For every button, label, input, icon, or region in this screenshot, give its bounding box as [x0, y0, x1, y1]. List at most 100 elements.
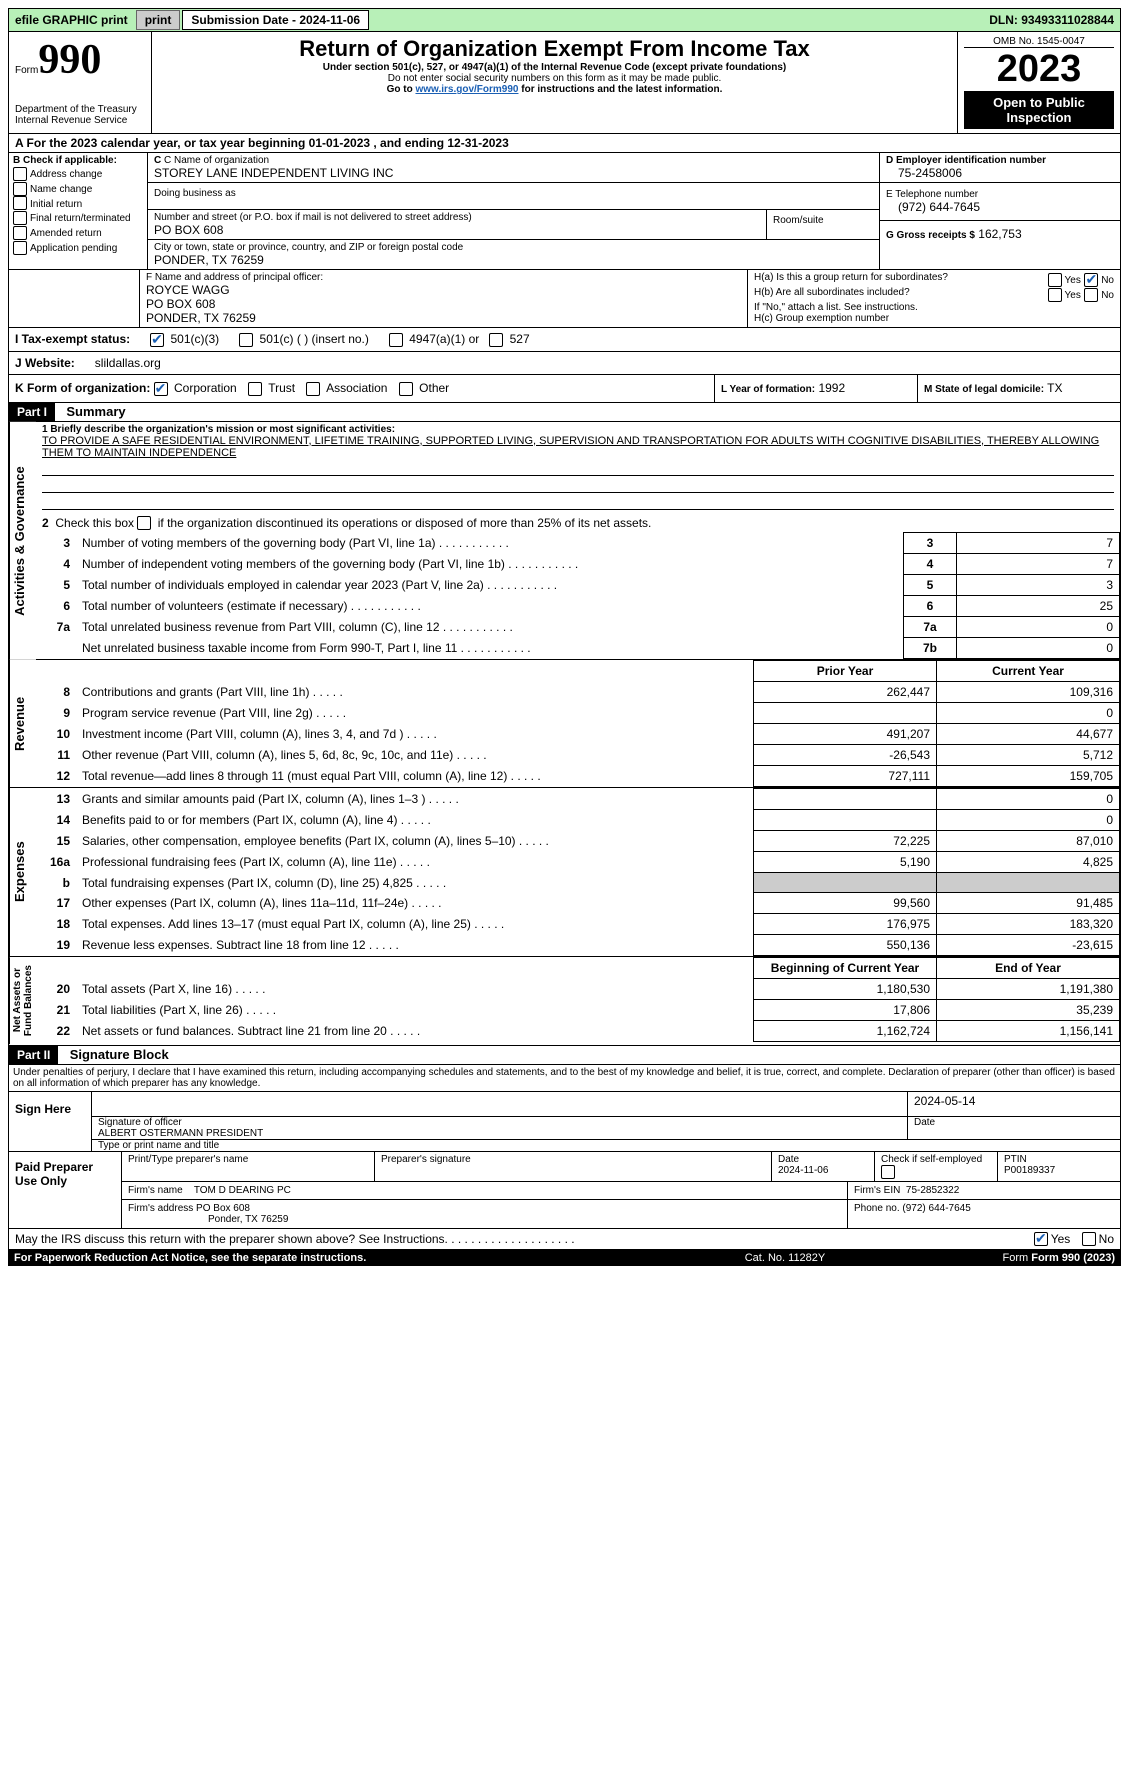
firm-phone: (972) 644-7645 [902, 1203, 970, 1214]
gross: 162,753 [978, 227, 1021, 241]
paperwork: For Paperwork Reduction Act Notice, see … [14, 1252, 635, 1264]
cb-assoc[interactable] [306, 382, 320, 396]
efile-label: efile GRAPHIC print [9, 13, 134, 27]
q1-label: 1 Briefly describe the organization's mi… [42, 424, 1114, 435]
table-row: 16aProfessional fundraising fees (Part I… [36, 852, 1120, 873]
city: PONDER, TX 76259 [154, 253, 873, 267]
cb-501c[interactable] [239, 333, 253, 347]
irs-link[interactable]: www.irs.gov/Form990 [415, 84, 518, 95]
street-label: Number and street (or P.O. box if mail i… [154, 212, 760, 223]
phone: (972) 644-7645 [886, 200, 1114, 214]
cb-address[interactable] [13, 167, 27, 181]
netassets-table: Beginning of Current YearEnd of Year20To… [36, 957, 1120, 1042]
spacer-left [9, 270, 140, 327]
revenue-table: Prior YearCurrent Year8Contributions and… [36, 660, 1120, 787]
table-row: 21Total liabilities (Part X, line 26) . … [36, 1000, 1120, 1021]
cb-corp[interactable] [154, 382, 168, 396]
sign-date: 2024-05-14 [907, 1092, 1120, 1116]
cb-discontinued[interactable] [137, 516, 151, 530]
q2: 2 Check this box if the organization dis… [36, 514, 1120, 533]
table-row: 22Net assets or fund balances. Subtract … [36, 1021, 1120, 1042]
website: slildallas.org [95, 356, 161, 370]
table-row: 7aTotal unrelated business revenue from … [36, 617, 1120, 638]
hb: H(b) Are all subordinates included? [754, 287, 1004, 302]
line-m: M State of legal domicile: TX [917, 375, 1120, 402]
table-row: 8Contributions and grants (Part VIII, li… [36, 682, 1120, 703]
sig-label: Signature of officer [98, 1117, 182, 1128]
subtitle1: Under section 501(c), 527, or 4947(a)(1)… [158, 62, 951, 73]
line-j: J Website: slildallas.org [8, 352, 1121, 375]
table-row: 5Total number of individuals employed in… [36, 575, 1120, 596]
expenses-table: 13Grants and similar amounts paid (Part … [36, 788, 1120, 956]
table-row: 17Other expenses (Part IX, column (A), l… [36, 893, 1120, 914]
part-ii-bar: Part II [9, 1046, 58, 1064]
ha-yes[interactable] [1048, 273, 1062, 287]
firm-name: TOM D DEARING PC [194, 1185, 291, 1196]
table-row: 10Investment income (Part VIII, column (… [36, 724, 1120, 745]
street: PO BOX 608 [154, 223, 760, 237]
org-name: STOREY LANE INDEPENDENT LIVING INC [154, 166, 873, 180]
firm-addr: PO Box 608 [196, 1203, 250, 1214]
cb-selfemp[interactable] [881, 1165, 895, 1179]
submission-date: Submission Date - 2024-11-06 [182, 10, 369, 30]
cb-pending[interactable] [13, 241, 27, 255]
box-f: F Name and address of principal officer:… [140, 270, 747, 327]
prep-name-label: Print/Type preparer's name [122, 1152, 375, 1181]
discuss-no[interactable] [1082, 1232, 1096, 1246]
line-k: K Form of organization: Corporation Trus… [9, 375, 714, 402]
cb-final[interactable] [13, 211, 27, 225]
table-row: 13Grants and similar amounts paid (Part … [36, 789, 1120, 810]
open-inspection: Open to Public Inspection [964, 91, 1114, 129]
firm-addr2: Ponder, TX 76259 [208, 1214, 288, 1225]
table-row: 14Benefits paid to or for members (Part … [36, 810, 1120, 831]
table-row: 12Total revenue—add lines 8 through 11 (… [36, 766, 1120, 787]
ein: 75-2458006 [886, 166, 1114, 180]
year: 2023 [964, 48, 1114, 91]
discuss: May the IRS discuss this return with the… [15, 1232, 954, 1247]
cb-trust[interactable] [248, 382, 262, 396]
hb-yes[interactable] [1048, 288, 1062, 302]
ag-table: 3Number of voting members of the governi… [36, 532, 1120, 659]
ha-no[interactable] [1084, 273, 1098, 287]
cb-501c3[interactable] [150, 333, 164, 347]
title-box: Return of Organization Exempt From Incom… [152, 32, 957, 133]
box-b-label: B Check if applicable: [13, 155, 143, 166]
part-ii-title: Signature Block [62, 1045, 177, 1064]
year-box: OMB No. 1545-0047 2023 Open to Public In… [957, 32, 1120, 133]
cb-initial[interactable] [13, 196, 27, 210]
sign-here: Sign Here [9, 1092, 92, 1151]
name-label: C C Name of organization [154, 155, 873, 166]
cb-amended[interactable] [13, 226, 27, 240]
dept: Department of the Treasury Internal Reve… [15, 104, 145, 126]
hb-no[interactable] [1084, 288, 1098, 302]
subtitle3: Go to www.irs.gov/Form990 for instructio… [158, 84, 951, 95]
cb-527[interactable] [489, 333, 503, 347]
table-row: Net unrelated business taxable income fr… [36, 638, 1120, 659]
dln: DLN: 93493311028844 [983, 13, 1120, 27]
cb-4947[interactable] [389, 333, 403, 347]
hb-note: If "No," attach a list. See instructions… [754, 302, 1114, 313]
form-label: Form [15, 65, 38, 76]
form-number: 990 [38, 37, 101, 83]
line-l: L Year of formation: 1992 [714, 375, 917, 402]
discuss-yes[interactable] [1034, 1232, 1048, 1246]
prep-date: 2024-11-06 [778, 1165, 828, 1176]
cb-name[interactable] [13, 182, 27, 196]
self-emp: Check if self-employed [875, 1152, 998, 1181]
sidebar-na: Net Assets or Fund Balances [9, 957, 36, 1044]
f-line2: PO BOX 608 [146, 297, 741, 311]
perjury: Under penalties of perjury, I declare th… [8, 1065, 1121, 1091]
print-button[interactable]: print [136, 10, 181, 30]
hc: H(c) Group exemption number [754, 313, 1114, 324]
cb-other[interactable] [399, 382, 413, 396]
line-i: I Tax-exempt status: 501(c)(3) 501(c) ( … [8, 328, 1121, 352]
paid-label: Paid Preparer Use Only [9, 1152, 122, 1228]
sidebar-ag: Activities & Governance [9, 422, 36, 660]
subtitle2: Do not enter social security numbers on … [158, 73, 951, 84]
phone-label: E Telephone number [886, 189, 1114, 200]
right-info: D Employer identification number 75-2458… [879, 153, 1120, 269]
table-row: 4Number of independent voting members of… [36, 554, 1120, 575]
city-label: City or town, state or province, country… [154, 242, 873, 253]
title: Return of Organization Exempt From Incom… [158, 36, 951, 62]
firm-ein: 75-2852322 [906, 1185, 959, 1196]
